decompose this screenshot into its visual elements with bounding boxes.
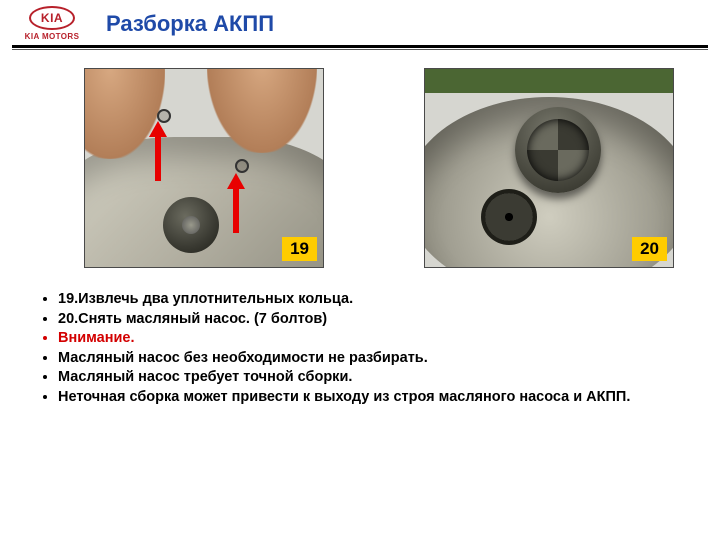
image-step-20: 20 (424, 68, 674, 268)
kia-logo: KIA KIA MOTORS (12, 6, 92, 41)
badge-20: 20 (632, 237, 667, 261)
list-item: 19.Извлечь два уплотнительных кольца. (58, 290, 688, 310)
header: KIA KIA MOTORS Разборка АКПП (0, 0, 720, 45)
list-item: Масляный насос требует точной сборки. (58, 368, 688, 388)
instruction-list: 19.Извлечь два уплотнительных кольца. 20… (0, 276, 720, 407)
list-item: Масляный насос без необходимости не разб… (58, 349, 688, 369)
list-item: Неточная сборка может привести к выходу … (58, 388, 688, 408)
image-step-19: 19 (84, 68, 324, 268)
list-item-warning: Внимание. (58, 329, 688, 349)
page-title: Разборка АКПП (106, 11, 274, 37)
images-row: 19 20 (0, 50, 720, 276)
badge-19: 19 (282, 237, 317, 261)
logo-oval: KIA (29, 6, 75, 30)
list-item: 20.Снять масляный насос. (7 болтов) (58, 310, 688, 330)
logo-subtext: KIA MOTORS (12, 32, 92, 41)
logo-text: KIA (41, 11, 63, 25)
